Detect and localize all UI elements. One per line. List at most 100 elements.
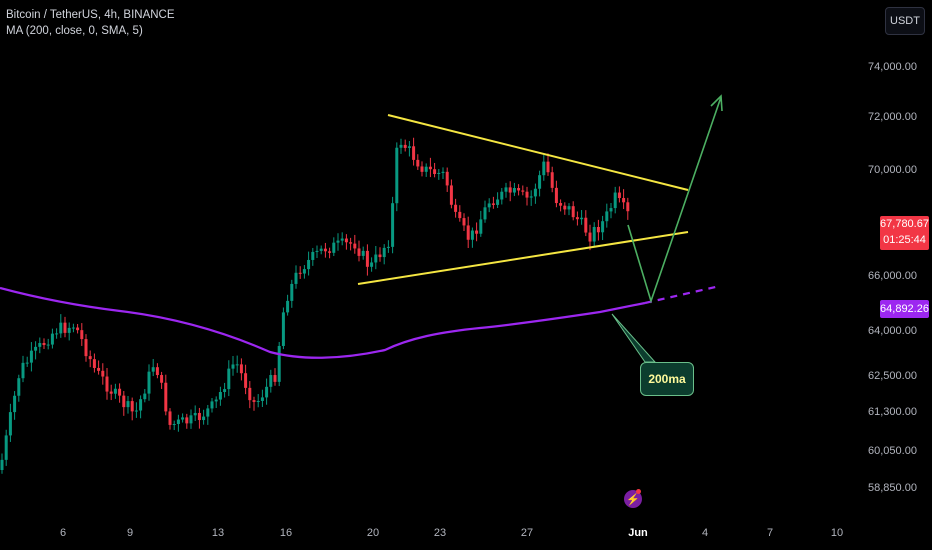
candle-body [38,343,42,347]
candle-body [260,397,264,401]
candle-body [218,392,222,400]
candle-body [315,250,319,252]
candle-body [223,389,227,393]
candle-body [340,238,344,241]
candle-body [374,254,378,263]
candle-body [130,401,134,412]
date-tick: 23 [433,527,447,539]
price-tick: 64,000.00 [868,325,917,337]
candle-body [59,322,63,334]
candle-body [437,172,441,174]
ma-projection-dashed [644,284,721,305]
candle-body [118,388,122,396]
candle-body [470,230,474,240]
candle-body [294,272,298,284]
price-tick: 66,000.00 [868,270,917,282]
candle-body [231,364,235,369]
last-price-tag: 67,780.67 01:25:44 [880,216,929,250]
candle-body [227,368,231,390]
lightning-icon[interactable]: ⚡ [624,490,642,508]
candle-body [92,359,96,368]
candle-body [458,211,462,219]
candle-body [559,203,563,206]
candle-body [349,242,353,244]
date-tick: 4 [701,527,709,539]
candle-body [357,248,361,256]
candle-body [109,391,113,394]
candle-body [462,218,466,226]
symbol-title[interactable]: Bitcoin / TetherUS, 4h, BINANCE [6,9,175,21]
price-tick: 61,300.00 [868,406,917,418]
candle-body [155,367,159,376]
candle-body [550,172,554,188]
date-tick: 27 [520,527,534,539]
candle-body [151,367,155,372]
candle-body [454,204,458,212]
upper-trendline [387,114,689,191]
candle-body [563,205,567,210]
currency-button[interactable]: USDT [885,7,925,35]
date-tick: 13 [211,527,225,539]
candle-body [386,246,390,248]
candle-body [210,401,214,409]
candle-body [139,399,143,411]
candle-body [542,161,546,176]
candle-body [105,376,109,392]
callout-pointer [611,313,657,363]
candle-body [256,400,260,402]
chart-legend: Bitcoin / TetherUS, 4h, BINANCE MA (200,… [6,7,175,39]
candle-body [122,395,126,408]
candle-body [529,196,533,198]
notification-dot [636,489,641,494]
candle-body [197,412,201,421]
candle-body [622,198,626,203]
candle-body [496,199,500,205]
price-tick: 70,000.00 [868,164,917,176]
candle-body [479,219,483,234]
date-tick: 20 [366,527,380,539]
ma-value-tag: 64,892.26 [880,300,929,318]
candle-body [265,386,269,398]
candle-body [172,423,176,425]
candle-body [239,364,243,374]
candle-body [407,146,411,148]
candle-body [449,185,453,205]
ma-200-line [0,286,646,359]
candle-body [533,188,537,197]
indicator-legend[interactable]: MA (200, close, 0, SMA, 5) [6,25,143,37]
candle-body [567,206,571,210]
candle-body [378,254,382,258]
candle-body [168,411,172,425]
candle-body [353,243,357,249]
candle-body [88,356,92,360]
projection-arrowhead [710,94,723,112]
candle-body [613,192,617,209]
candle-body [42,343,46,345]
candle-body [29,350,33,363]
candle-body [134,410,138,412]
candle-body [483,207,487,220]
ma-callout[interactable]: 200ma [640,362,694,396]
candle-body [403,144,407,148]
candle-body [206,408,210,417]
candle-body [500,191,504,200]
candle-body [575,217,579,220]
candle-body [101,370,105,377]
candle-body [84,339,88,357]
candle-body [307,259,311,270]
candle-body [609,208,613,212]
candle-body [391,203,395,247]
candle-body [336,240,340,243]
candle-body [8,412,12,436]
candle-body [0,459,4,470]
candle-body [588,232,592,242]
candle-body [365,250,369,267]
candle-body [13,395,17,413]
candle-body [63,322,67,333]
candle-body [181,417,185,420]
candle-body [126,401,130,408]
candle-body [67,327,71,333]
candle-body [286,300,290,313]
candle-body [538,175,542,189]
